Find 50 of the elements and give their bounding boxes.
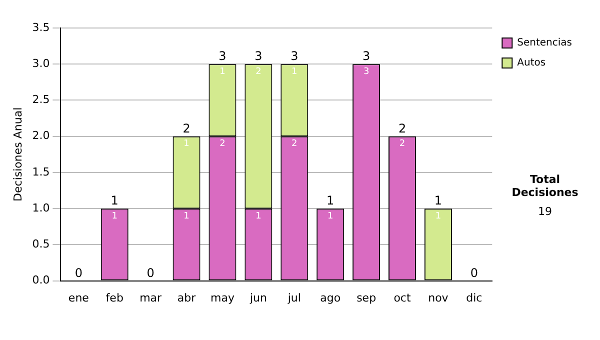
- x-tick-label: may: [210, 291, 235, 304]
- total-label: 1: [434, 194, 442, 208]
- data-label: 1: [112, 211, 118, 222]
- y-tick-label: 3.5: [32, 20, 50, 34]
- total-label: 1: [326, 194, 334, 208]
- total-label: 0: [470, 266, 478, 280]
- x-tick-label: jun: [248, 291, 267, 304]
- data-label: 2: [220, 139, 226, 150]
- x-tick-label: jul: [286, 291, 301, 304]
- y-axis-title: Decisiones Anual: [11, 107, 24, 202]
- data-label: 1: [184, 139, 190, 150]
- y-tick-label: 0.5: [32, 238, 50, 251]
- data-label: 2: [399, 139, 406, 150]
- x-tick-label: ago: [320, 291, 341, 304]
- total-label: 3: [290, 49, 298, 64]
- x-tick-label: abr: [177, 291, 196, 304]
- data-label: 2: [256, 66, 262, 77]
- total-label: 0: [146, 266, 154, 280]
- y-tick-label: 0.0: [32, 274, 50, 287]
- data-label: 1: [435, 211, 442, 222]
- legend-label: Autos: [517, 58, 546, 69]
- y-tick-label: 2.0: [32, 129, 50, 142]
- data-label: 3: [363, 66, 370, 77]
- x-tick-label: sep: [356, 291, 376, 304]
- x-tick-label: feb: [106, 291, 124, 304]
- y-tick-label: 1.0: [32, 201, 50, 214]
- y-tick-label: 3.0: [32, 56, 50, 70]
- text: Total Decisiones: [510, 173, 580, 199]
- x-tick-label: mar: [140, 291, 162, 304]
- data-label: 1: [256, 211, 262, 222]
- total-label: 2: [182, 121, 190, 136]
- y-tick-label: 1.5: [32, 165, 50, 178]
- text: 19: [537, 205, 553, 218]
- data-label: 1: [292, 66, 298, 77]
- legend-label: Sentencias: [517, 38, 572, 49]
- total-label: 3: [254, 49, 262, 64]
- x-tick-label: oct: [394, 291, 412, 304]
- total-label: 3: [362, 49, 370, 64]
- total-label: 1: [110, 194, 118, 208]
- total-label: 0: [74, 266, 82, 280]
- data-label: 1: [327, 211, 334, 222]
- x-tick-label: ene: [68, 291, 90, 304]
- x-tick-label: dic: [466, 291, 482, 304]
- total-label: 2: [398, 121, 406, 136]
- data-label: 2: [292, 139, 298, 150]
- x-tick-label: nov: [428, 291, 449, 304]
- total-label: 3: [218, 49, 226, 64]
- data-label: 1: [220, 66, 226, 77]
- y-tick-label: 2.5: [32, 93, 50, 106]
- data-label: 1: [184, 211, 190, 222]
